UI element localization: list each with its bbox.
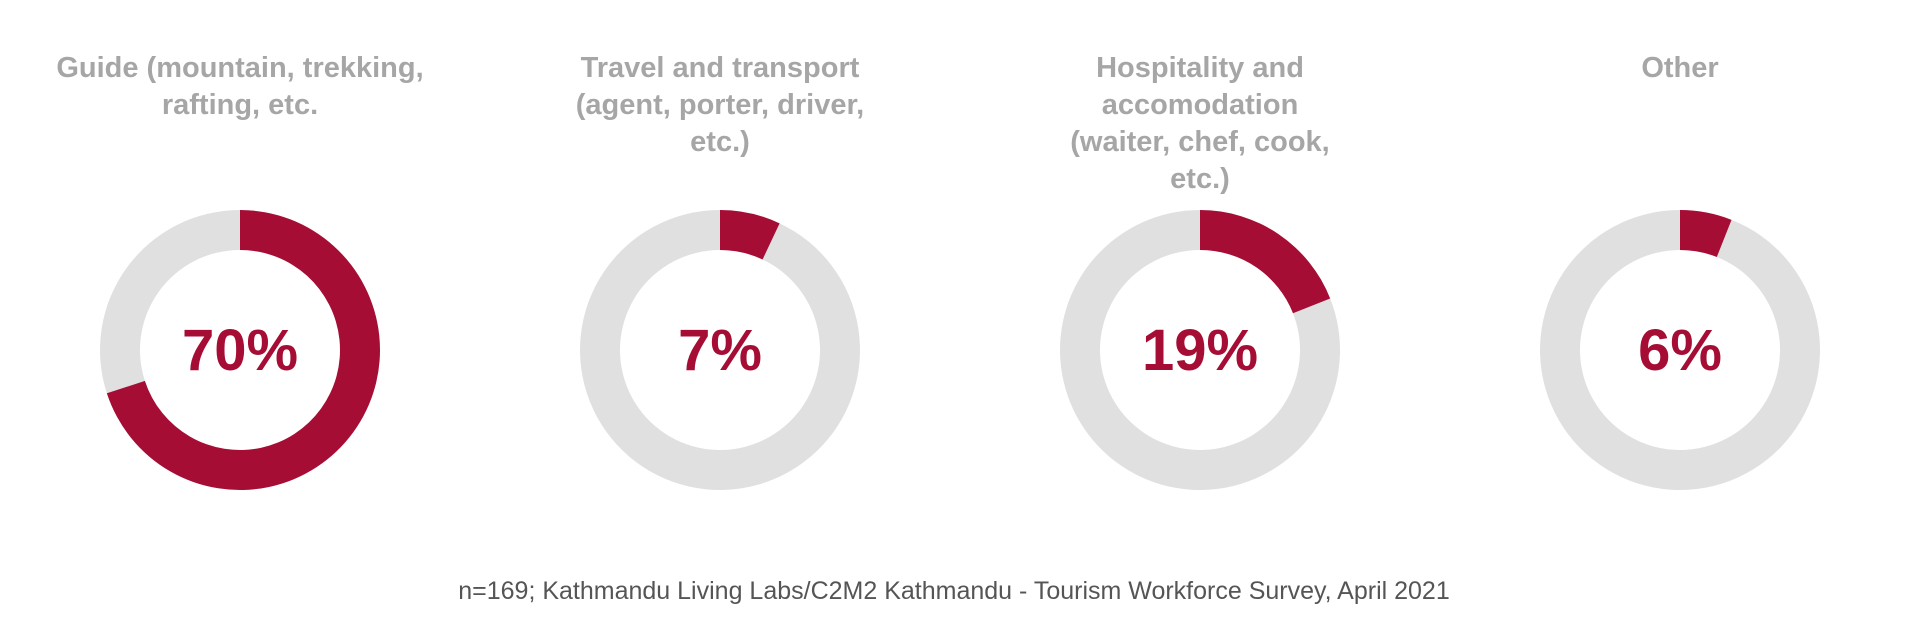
donut-track-slice [99,210,240,394]
donut-title: Guide (mountain, trekking, rafting, etc. [30,50,450,124]
donut-title: Other [1470,50,1890,87]
donut-title-line: etc.) [1170,163,1230,195]
donut-chart-hospitality: 19% [1060,210,1340,490]
donut-value-label: 19% [1142,318,1258,383]
donut-title: Travel and transport (agent, porter, driv… [510,50,930,161]
donut-chart-travel: 7% [580,210,860,490]
donut-title-line: etc.) [690,126,750,158]
donut-value-label: 70% [182,318,298,383]
donut-title-line: Travel and transport [580,52,860,84]
donut-value-label: 7% [678,318,762,383]
donut-chart-other: 6% [1540,210,1820,490]
donut-value-label: 6% [1638,318,1722,383]
donut-title-line: Hospitality and accomodation [1096,52,1304,121]
source-note: n=169; Kathmandu Living Labs/C2M2 Kathma… [458,577,1450,605]
donut-panel-other: Other 6% [1470,0,1890,520]
donut-title-line: Guide (mountain, trekking, [56,52,424,84]
donut-panel-travel: Travel and transport (agent, porter, driv… [510,0,930,520]
donut-title-line: (waiter, chef, cook, [1070,126,1330,158]
donut-value-slice [1680,210,1732,258]
donut-title: Hospitality and accomodation (waiter, che… [990,50,1410,198]
donut-title-line: rafting, etc. [161,89,319,121]
donut-value-slice [1200,210,1331,314]
donut-value-slice [720,210,780,260]
donut-title-line: (agent, porter, driver, [575,89,865,121]
donut-title-line: Other [1641,52,1719,84]
donut-chart-guide: 70% [99,210,380,490]
donut-panel-hospitality: Hospitality and accomodation (waiter, che… [990,0,1410,520]
donut-panel-guide: Guide (mountain, trekking, rafting, etc. … [30,0,450,520]
donut-value-slice [106,210,380,490]
